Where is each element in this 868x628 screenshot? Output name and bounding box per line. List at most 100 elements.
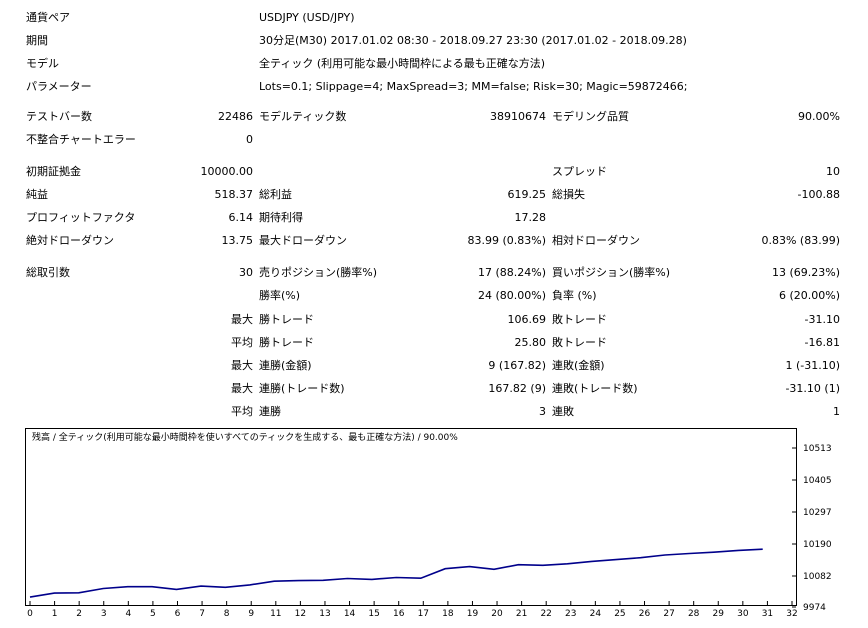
x-tick-label: 9 (248, 609, 254, 619)
largest-loss-label: 敗トレード (552, 313, 607, 326)
largest-win-label: 勝トレード (259, 313, 314, 326)
loss-rate-label: 負率 (%) (552, 289, 597, 302)
period-label: 期間 (26, 34, 48, 47)
max-drawdown-label: 最大ドローダウン (259, 234, 347, 247)
pair-value: USDJPY (USD/JPY) (259, 11, 355, 24)
x-tick-label: 19 (467, 609, 479, 619)
total-trades-value: 30 (239, 266, 253, 279)
mismatch-label: 不整合チャートエラー (26, 133, 136, 146)
y-tick-label: 10082 (803, 572, 832, 582)
pair-label: 通貨ペア (26, 11, 70, 24)
rel-drawdown-label: 相対ドローダウン (552, 234, 640, 247)
x-tick-label: 6 (175, 609, 181, 619)
x-tick-label: 16 (393, 609, 405, 619)
x-tick-label: 7 (199, 609, 205, 619)
y-tick-label: 9974 (803, 603, 826, 613)
balance-line (29, 548, 763, 598)
short-positions-label: 売りポジション(勝率%) (259, 266, 378, 279)
expected-payoff-label: 期待利得 (259, 211, 303, 224)
x-tick-label: 26 (639, 609, 651, 619)
largest-loss-value: -31.10 (804, 313, 840, 326)
spread-value: 10 (826, 165, 840, 178)
max-consec-wins-money-label: 連勝(金額) (259, 359, 312, 372)
x-tick-label: 15 (368, 609, 379, 619)
balance-chart-plot-area (25, 428, 797, 606)
deposit-label: 初期証拠金 (26, 165, 81, 178)
ticks-value: 38910674 (490, 110, 546, 123)
x-tick-label: 14 (344, 609, 356, 619)
y-tick-label: 10190 (803, 540, 832, 550)
x-tick-label: 27 (663, 609, 674, 619)
quality-label: モデリング品質 (552, 110, 629, 123)
total-trades-label: 総取引数 (26, 266, 70, 279)
avg-consec-prefix: 平均 (231, 405, 253, 418)
model-label: モデル (26, 57, 59, 70)
ticks-label: モデルティック数 (259, 110, 347, 123)
avg-consec-losses-label: 連敗 (552, 405, 574, 418)
x-tick-label: 3 (101, 609, 107, 619)
long-positions-label: 買いポジション(勝率%) (552, 266, 671, 279)
x-tick-label: 32 (786, 609, 797, 619)
x-tick-label: 18 (442, 609, 454, 619)
x-tick-label: 17 (418, 609, 429, 619)
max-consec-profit-value: 167.82 (9) (488, 382, 546, 395)
x-tick-label: 24 (590, 609, 602, 619)
x-tick-label: 23 (565, 609, 576, 619)
model-value: 全ティック (利用可能な最小時間枠による最も正確な方法) (259, 57, 546, 70)
max-consec-losses-money-value: 1 (-31.10) (785, 359, 840, 372)
max-consec-money-prefix: 最大 (231, 359, 253, 372)
quality-value: 90.00% (798, 110, 840, 123)
x-tick-label: 1 (52, 609, 58, 619)
y-tick-label: 10297 (803, 508, 832, 518)
x-tick-label: 22 (540, 609, 551, 619)
y-tick-label: 10513 (803, 444, 832, 454)
net-profit-label: 純益 (26, 188, 48, 201)
abs-drawdown-label: 絶対ドローダウン (26, 234, 114, 247)
gross-profit-label: 総利益 (259, 188, 292, 201)
x-tick-label: 20 (491, 609, 503, 619)
largest-prefix: 最大 (231, 313, 253, 326)
long-positions-value: 13 (69.23%) (771, 266, 840, 279)
avg-consec-wins-value: 3 (539, 405, 546, 418)
max-consec-loss-value: -31.10 (1) (785, 382, 840, 395)
loss-rate-value: 6 (20.00%) (778, 289, 840, 302)
gross-loss-value: -100.88 (797, 188, 840, 201)
mismatch-value: 0 (246, 133, 253, 146)
gross-loss-label: 総損失 (552, 188, 585, 201)
deposit-value: 10000.00 (200, 165, 254, 178)
average-prefix: 平均 (231, 336, 253, 349)
x-tick-label: 0 (27, 609, 33, 619)
x-tick-label: 4 (125, 609, 131, 619)
avg-loss-value: -16.81 (804, 336, 840, 349)
rel-drawdown-value: 0.83% (83.99) (761, 234, 840, 247)
x-tick-label: 28 (688, 609, 700, 619)
params-label: パラメーター (26, 80, 92, 93)
max-consec-losses-money-label: 連敗(金額) (552, 359, 605, 372)
avg-consec-losses-value: 1 (833, 405, 840, 418)
x-tick-label: 25 (614, 609, 625, 619)
profit-factor-label: プロフィットファクタ (26, 211, 136, 224)
x-tick-label: 5 (150, 609, 156, 619)
short-positions-value: 17 (88.24%) (477, 266, 546, 279)
avg-consec-wins-label: 連勝 (259, 405, 281, 418)
x-tick-label: 29 (713, 609, 725, 619)
win-rate-value: 24 (80.00%) (477, 289, 546, 302)
x-tick-label: 13 (319, 609, 330, 619)
avg-win-label: 勝トレード (259, 336, 314, 349)
x-tick-label: 30 (737, 609, 749, 619)
params-value: Lots=0.1; Slippage=4; MaxSpread=3; MM=fa… (259, 80, 688, 93)
largest-win-value: 106.69 (507, 313, 547, 326)
expected-payoff-value: 17.28 (514, 211, 547, 224)
y-tick-label: 10405 (803, 476, 832, 486)
spread-label: スプレッド (552, 165, 607, 178)
chart-title: 残高 / 全ティック(利用可能な最小時間枠を使いすべてのティックを生成する、最も… (32, 431, 458, 443)
profit-factor-value: 6.14 (228, 211, 254, 224)
x-tick-label: 21 (516, 609, 527, 619)
avg-loss-label: 敗トレード (552, 336, 607, 349)
x-tick-label: 11 (270, 609, 281, 619)
x-tick-label: 8 (224, 609, 230, 619)
x-tick-label: 2 (76, 609, 82, 619)
net-profit-value: 518.37 (214, 188, 254, 201)
max-consec-loss-label: 連敗(トレード数) (552, 382, 638, 395)
